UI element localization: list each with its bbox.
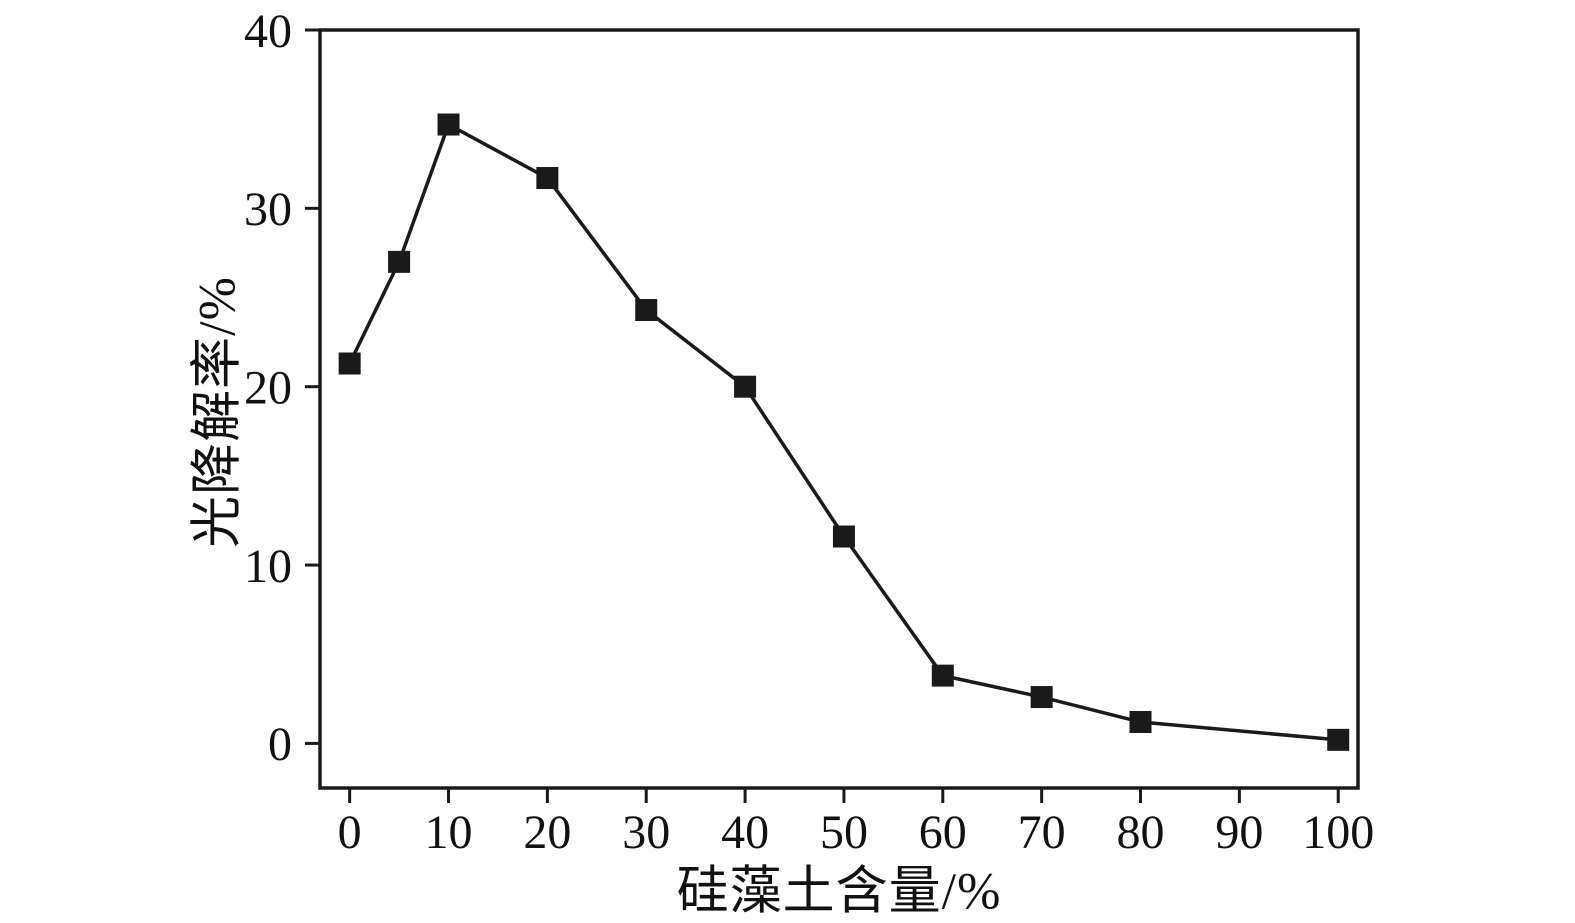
data-point-marker <box>734 375 757 398</box>
data-point-marker <box>338 352 361 375</box>
x-tick-label: 100 <box>1302 806 1374 859</box>
x-tick-label: 90 <box>1215 806 1263 859</box>
data-point-marker <box>1327 728 1350 751</box>
data-point-marker <box>1129 711 1152 734</box>
y-tick-label: 20 <box>244 362 292 415</box>
y-tick-label: 10 <box>244 540 292 593</box>
y-tick-label: 40 <box>244 5 292 58</box>
x-tick-label: 40 <box>721 806 769 859</box>
plot-frame <box>318 28 1360 790</box>
x-tick-label: 30 <box>622 806 670 859</box>
y-axis-label: 光降解率/% <box>189 276 247 548</box>
x-tick-label: 60 <box>919 806 967 859</box>
x-tick-label: 80 <box>1117 806 1165 859</box>
data-line <box>348 122 1339 742</box>
y-tick-label: 0 <box>268 718 292 771</box>
data-point-marker <box>437 113 460 136</box>
y-tick-label: 30 <box>244 183 292 236</box>
x-axis-label: 硅藻土含量/% <box>676 863 1002 921</box>
x-tick-label: 70 <box>1018 806 1066 859</box>
data-point-marker <box>832 525 855 548</box>
data-point-marker <box>536 167 559 190</box>
x-tick-label: 20 <box>523 806 571 859</box>
x-tick-label: 10 <box>425 806 473 859</box>
data-point-marker <box>388 250 411 273</box>
data-point-marker <box>931 664 954 687</box>
data-point-marker <box>635 299 658 322</box>
x-tick-label: 0 <box>338 806 362 859</box>
data-point-marker <box>1030 686 1053 709</box>
x-tick-label: 50 <box>820 806 868 859</box>
